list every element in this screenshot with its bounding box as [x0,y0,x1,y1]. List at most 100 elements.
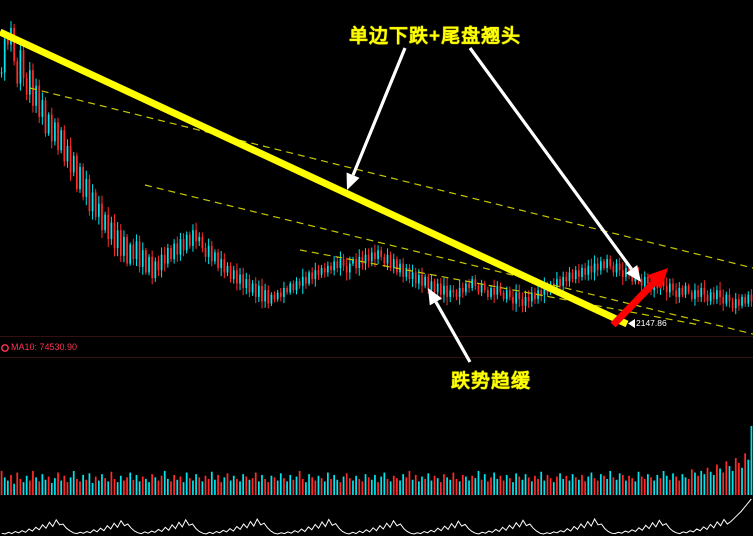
volume-bar [508,478,511,495]
candle-body [192,230,194,246]
volume-bar [625,480,627,495]
volume-bar [292,479,295,495]
candle-body [471,279,474,288]
candle-body [712,292,715,300]
volume-bar [675,476,677,495]
volume-bar [323,481,326,495]
volume-bar [336,479,339,495]
volume-bar [606,478,608,495]
volume-bar [295,476,298,495]
volume-bar [417,481,420,495]
candle-body [728,294,731,302]
candle-body [502,292,505,300]
volume-bar [305,482,307,495]
candle-body [85,179,88,197]
ma10-value-label: MA10: 74530.90 [11,342,78,352]
volume-bar [123,480,125,495]
candle-body [138,241,141,267]
volume-bar [85,479,88,495]
candle-body [270,294,273,304]
candle-body [311,272,314,280]
candle-body [455,292,458,297]
candle-body [402,263,405,277]
volume-bar [333,474,336,495]
volume-bar [207,478,210,495]
candle-body [700,288,703,297]
candle-body [145,250,147,273]
volume-bar [414,474,417,495]
candle-body [518,292,521,300]
candle-body [22,50,25,78]
volume-bar [25,475,28,495]
volume-bar [465,476,467,495]
candle-body [72,155,75,173]
candle-body [182,239,185,251]
candle-body [386,254,389,264]
candle-body [684,285,687,295]
candle-body [477,285,480,293]
volume-bar [170,481,172,495]
volume-bar [458,481,461,495]
arrow-tail-bounce [610,268,668,328]
volume-bar [618,473,621,495]
candle-body [279,292,282,297]
candle-body [609,259,612,266]
volume-bar [279,473,282,495]
candle-body [690,292,693,300]
candle-body [399,263,401,273]
candle-body [593,263,596,273]
volume-bar [678,480,681,495]
candle-body [392,259,395,268]
candle-body [13,28,15,62]
volume-bar [374,474,376,495]
volume-bar [396,478,398,495]
candle-body [483,283,486,291]
candle-body [0,72,3,74]
candle-body [267,290,270,304]
candle-body [417,274,420,284]
arrow-to-trendline-head [346,172,360,190]
volume-bar [195,474,197,495]
volume-bar [345,473,348,495]
volume-bar [355,475,357,495]
panel-separator-bottom [0,357,753,358]
channel-line-channel-mid [299,249,701,326]
volume-bar [283,478,285,495]
candle-body [129,244,132,264]
candle-body [612,265,615,273]
candle-body [621,270,624,277]
candle-body [323,268,326,273]
volume-bar [352,480,354,495]
candle-body [738,299,740,306]
candle-body [305,276,307,284]
volume-bar [392,475,395,495]
volume-bar [298,470,301,495]
candle-body [568,272,571,282]
candle-body [750,294,753,302]
volume-bar [493,472,496,495]
candle-body [204,248,207,257]
candle-body [703,288,706,295]
arrow-tail-bounce-head [646,268,668,290]
volume-bar [389,481,392,495]
volume-bar [22,482,25,495]
volume-bar [487,481,489,495]
candle-body [427,276,430,291]
candle-body [289,283,292,293]
volume-bar [449,479,452,495]
volume-bar [515,473,517,495]
candle-body [298,281,301,286]
candle-body [345,265,348,273]
volume-bar [10,474,12,495]
volume-bar [496,478,499,495]
volume-bar [101,474,103,495]
candle-body [223,259,226,273]
candle-body [744,296,747,304]
candle-body [170,248,172,260]
main-downtrend-line [0,28,629,328]
candle-body [747,294,750,304]
volume-bar [700,470,703,495]
candle-body [97,203,100,217]
candle-body [631,274,634,282]
candle-body [355,259,357,268]
